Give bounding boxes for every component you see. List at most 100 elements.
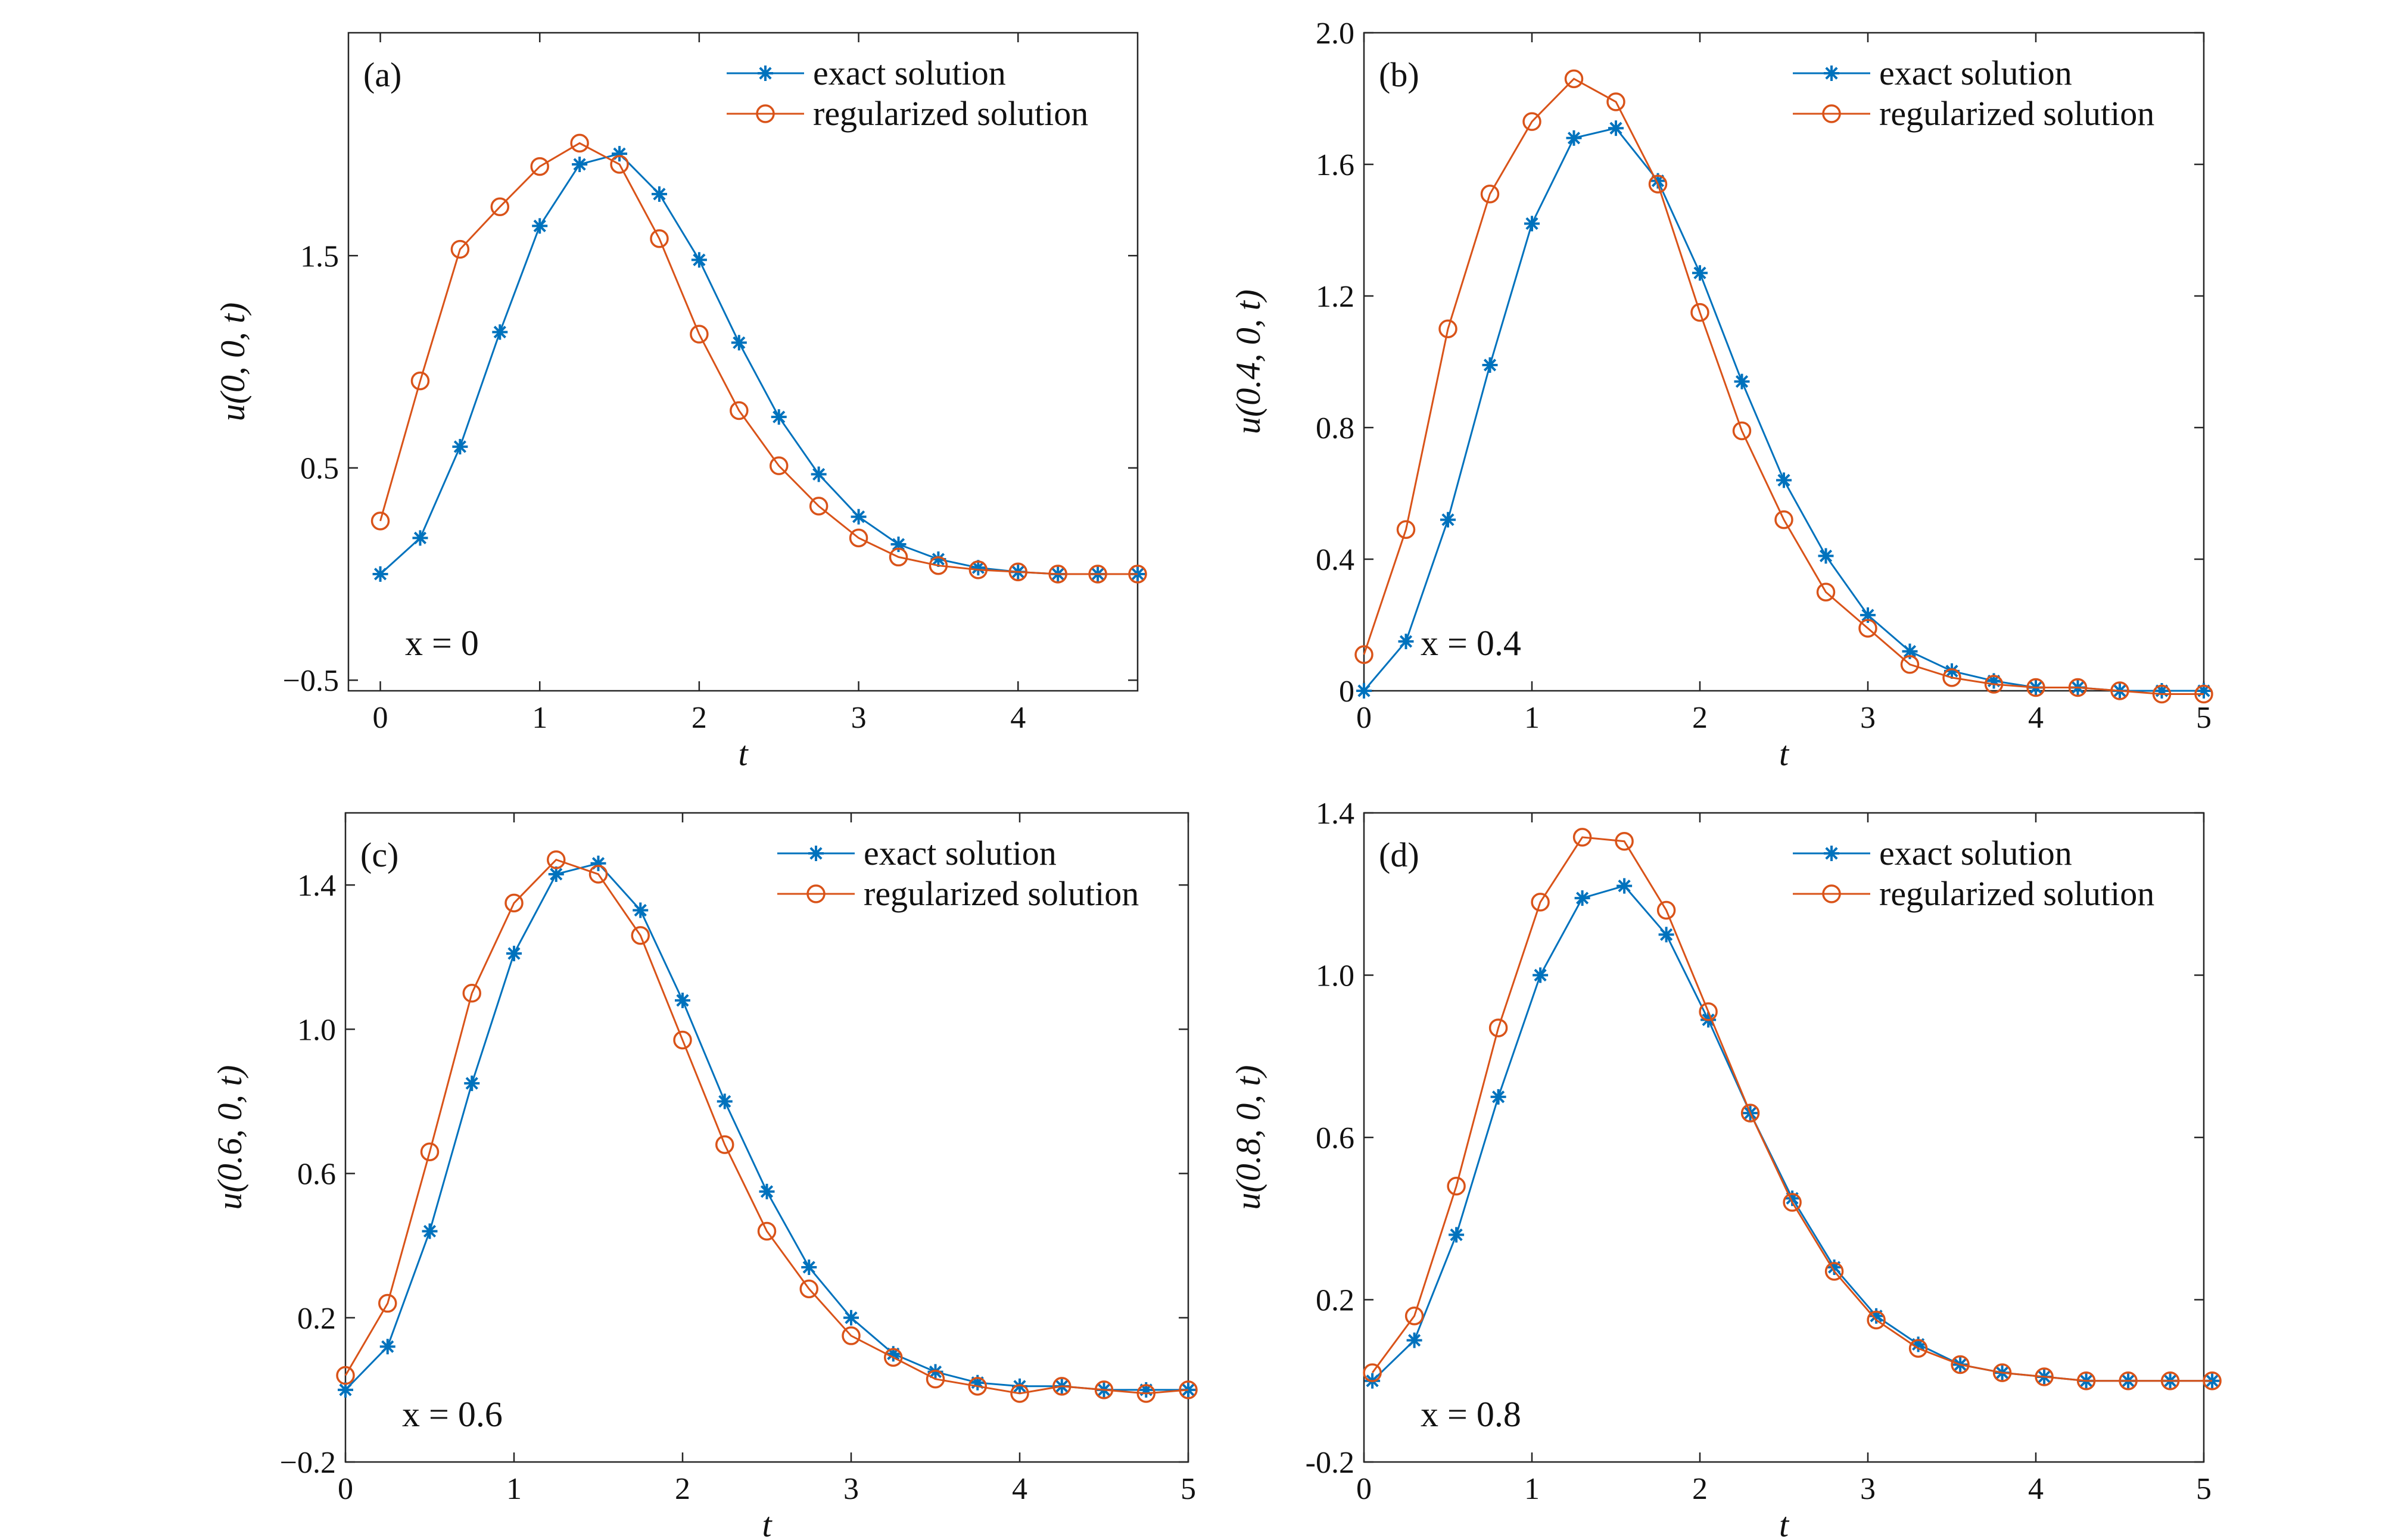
data-point bbox=[1048, 565, 1067, 584]
y-tick-label: 0.8 bbox=[1316, 412, 1354, 445]
x-tick-label: 4 bbox=[1012, 1472, 1027, 1506]
data-point bbox=[2152, 684, 2172, 704]
x-tick-label: 3 bbox=[851, 701, 867, 735]
legend-entry-regularized: regularized solution bbox=[1793, 874, 2154, 913]
data-point bbox=[1128, 565, 1147, 584]
data-point bbox=[690, 325, 709, 344]
data-point bbox=[1951, 1355, 1970, 1374]
x-tick-label: 3 bbox=[843, 1472, 859, 1506]
y-tick-label: 2.0 bbox=[1316, 17, 1354, 51]
y-tick-label: 1.5 bbox=[300, 239, 339, 273]
data-point bbox=[930, 551, 946, 567]
data-point bbox=[731, 335, 747, 351]
data-point bbox=[490, 197, 510, 217]
data-point bbox=[1858, 619, 1877, 638]
data-point bbox=[1564, 69, 1584, 89]
data-point bbox=[2026, 678, 2045, 697]
data-point bbox=[452, 439, 468, 455]
data-point bbox=[809, 497, 829, 516]
data-point bbox=[757, 1221, 777, 1241]
series-regularized-solution bbox=[1363, 828, 2222, 1391]
data-point bbox=[1447, 1177, 1466, 1196]
data-point bbox=[1658, 927, 1674, 943]
data-point bbox=[769, 456, 789, 475]
data-point bbox=[691, 252, 707, 268]
x-tick-label: 0 bbox=[338, 1472, 353, 1506]
data-point bbox=[336, 1366, 355, 1385]
x-tick-label: 1 bbox=[506, 1472, 522, 1506]
x-tick-label: 1 bbox=[1524, 701, 1540, 735]
data-point bbox=[1531, 893, 1550, 912]
data-point bbox=[715, 1135, 734, 1154]
x-axis-label: t bbox=[762, 1505, 773, 1540]
data-point bbox=[610, 155, 629, 174]
data-point bbox=[1656, 900, 1676, 920]
data-point bbox=[1533, 967, 1549, 983]
data-point bbox=[673, 1030, 692, 1050]
x-axis-label: t bbox=[1779, 1505, 1790, 1540]
x-tick-label: 4 bbox=[2028, 1472, 2044, 1506]
data-point bbox=[370, 512, 390, 531]
legend-entry-exact: exact solution bbox=[777, 834, 1057, 872]
circle-marker-icon bbox=[1822, 884, 1841, 903]
data-point bbox=[1692, 265, 1708, 281]
chart-panel-a: 0 1 2 3 4 −0.5 0.5 1.5 t u(0, 0, t) (a) x = 0 exact … bbox=[213, 32, 1147, 773]
y-tick-label: -0.2 bbox=[1306, 1446, 1354, 1480]
data-point bbox=[1984, 675, 2004, 694]
data-point bbox=[464, 1075, 480, 1092]
x-tick-label: 0 bbox=[1356, 701, 1372, 735]
data-point bbox=[2110, 681, 2129, 700]
y-tick-label: −0.2 bbox=[280, 1446, 336, 1480]
series-exact-solution bbox=[372, 146, 1145, 582]
data-point bbox=[2076, 1371, 2096, 1391]
data-point bbox=[548, 866, 564, 882]
data-point bbox=[378, 1293, 397, 1313]
data-point bbox=[675, 992, 690, 1008]
data-point bbox=[1774, 510, 1793, 529]
data-point bbox=[1824, 1262, 1844, 1281]
plot-frame bbox=[347, 32, 1139, 692]
data-point bbox=[1488, 1018, 1508, 1037]
data-point bbox=[631, 926, 650, 945]
legend-label: exact solution bbox=[1879, 54, 2072, 92]
data-point bbox=[2194, 684, 2213, 704]
asterisk-marker-icon bbox=[808, 846, 824, 861]
series-line bbox=[1372, 884, 2213, 1382]
data-point bbox=[1783, 1193, 1802, 1212]
data-point bbox=[410, 371, 430, 391]
x-tick-label: 4 bbox=[2028, 701, 2044, 735]
data-point bbox=[970, 560, 986, 576]
series-regularized-solution bbox=[1354, 69, 2213, 704]
data-point bbox=[1615, 831, 1634, 851]
data-point bbox=[1136, 1384, 1155, 1403]
x-tick-label: 2 bbox=[1692, 1472, 1708, 1506]
y-tick-label: 1.0 bbox=[1316, 959, 1354, 993]
x-axis-label: t bbox=[738, 734, 749, 773]
legend-label: exact solution bbox=[1879, 834, 2072, 872]
y-tick-label: 0.2 bbox=[297, 1302, 336, 1336]
data-point bbox=[588, 865, 608, 884]
circle-marker-icon bbox=[756, 104, 775, 123]
legend-entry-exact: exact solution bbox=[727, 54, 1006, 92]
y-tick-label: 0.6 bbox=[1316, 1121, 1354, 1155]
y-tick-label: 0.6 bbox=[297, 1158, 336, 1192]
data-point bbox=[968, 560, 988, 579]
x-tick-label: 1 bbox=[1524, 1472, 1540, 1506]
data-point bbox=[547, 850, 566, 869]
data-point bbox=[929, 556, 948, 575]
y-tick-label: 1.4 bbox=[297, 869, 336, 903]
data-point bbox=[1522, 112, 1541, 131]
legend-entry-regularized: regularized solution bbox=[777, 874, 1139, 913]
data-point bbox=[450, 239, 470, 259]
series-line bbox=[1363, 77, 2204, 695]
y-tick-label: 1.2 bbox=[1316, 280, 1354, 314]
x-value-annotation: x = 0.4 bbox=[1421, 624, 1521, 663]
data-point bbox=[1776, 472, 1792, 488]
data-point bbox=[1490, 1089, 1506, 1105]
data-point bbox=[1404, 1307, 1424, 1326]
x-tick-label: 4 bbox=[1010, 701, 1026, 735]
data-point bbox=[1088, 565, 1107, 584]
legend-label: exact solution bbox=[813, 54, 1006, 92]
